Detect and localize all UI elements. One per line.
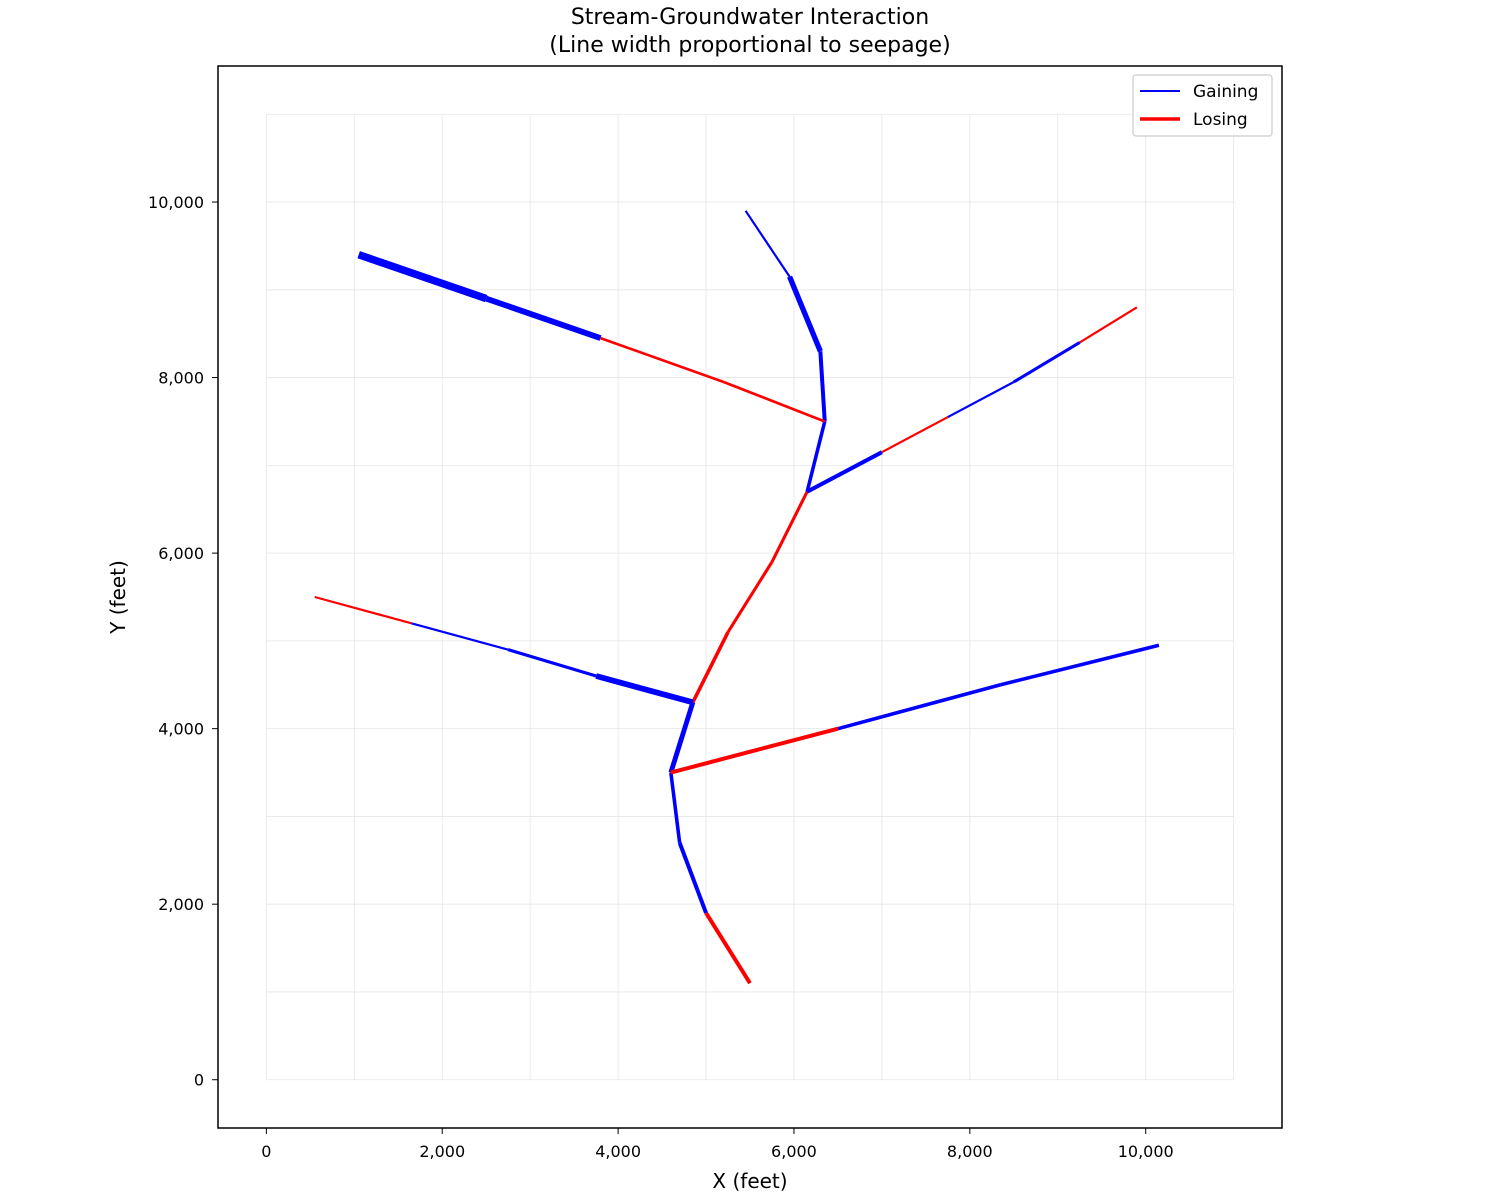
stream-segment-gaining — [1013, 341, 1081, 384]
chart-title-line-1: Stream-Groundwater Interaction — [571, 5, 929, 30]
stream-segment-gaining — [806, 450, 883, 494]
stream-segment-losing — [670, 726, 839, 775]
stream-segment-gaining — [669, 772, 682, 843]
stream-segment-losing — [770, 490, 809, 563]
x-tick-label: 6,000 — [771, 1142, 817, 1161]
chart-title-line-2: (Line width proportional to seepage) — [549, 33, 950, 58]
stream-segment-gaining — [818, 351, 827, 422]
stream-segment-gaining — [595, 673, 694, 706]
stream-segment-losing — [600, 336, 725, 384]
x-tick-label: 0 — [261, 1142, 271, 1161]
x-tick-label: 10,000 — [1118, 1142, 1174, 1161]
y-axis-label: Y (feet) — [106, 560, 130, 635]
y-tick-label: 4,000 — [158, 720, 204, 739]
plot-area — [217, 65, 1283, 1129]
stream-segment-gaining — [1000, 643, 1160, 687]
stream-segment-gaining — [805, 421, 827, 493]
x-axis-label: X (feet) — [712, 1169, 787, 1193]
stream-segment-gaining — [507, 648, 597, 678]
stream-segment-gaining — [744, 210, 791, 278]
y-tick-label: 6,000 — [158, 544, 204, 563]
stream-segment-gaining — [411, 622, 509, 651]
grid — [265, 113, 1235, 1081]
y-tick-label: 2,000 — [158, 895, 204, 914]
stream-segment-losing — [691, 631, 730, 704]
stream-segment-gaining — [668, 701, 696, 774]
stream-segment-losing — [704, 911, 752, 985]
stream-segment-losing — [881, 416, 949, 454]
plot-frame — [217, 65, 1283, 1129]
x-tick-label: 4,000 — [595, 1142, 641, 1161]
stream-segment-gaining — [677, 842, 708, 914]
legend-gaining-label: Gaining — [1193, 82, 1258, 102]
legend: Gaining Losing — [1132, 74, 1273, 137]
stream-segment-losing — [314, 595, 412, 625]
x-tick-label: 8,000 — [947, 1142, 993, 1161]
legend-losing-label: Losing — [1193, 110, 1248, 130]
y-tick-label: 10,000 — [148, 193, 204, 212]
stream-segment-gaining — [837, 683, 1002, 731]
x-axis-ticks: 0 2,000 4,000 6,000 8,000 10,000 — [261, 1128, 1174, 1161]
stream-segment-losing — [1079, 306, 1138, 344]
y-tick-label: 8,000 — [158, 369, 204, 388]
stream-segments — [314, 210, 1160, 985]
x-tick-label: 2,000 — [419, 1142, 465, 1161]
stream-segment-gaining — [787, 275, 823, 353]
stream-segment-gaining — [485, 295, 602, 341]
stream-segment-losing — [723, 380, 826, 423]
y-axis-ticks: 0 2,000 4,000 6,000 8,000 10,000 — [148, 193, 218, 1090]
stream-segment-gaining — [947, 380, 1015, 419]
y-tick-label: 0 — [194, 1071, 204, 1090]
stream-segment-losing — [726, 561, 774, 633]
stream-segment-gaining — [357, 251, 488, 303]
